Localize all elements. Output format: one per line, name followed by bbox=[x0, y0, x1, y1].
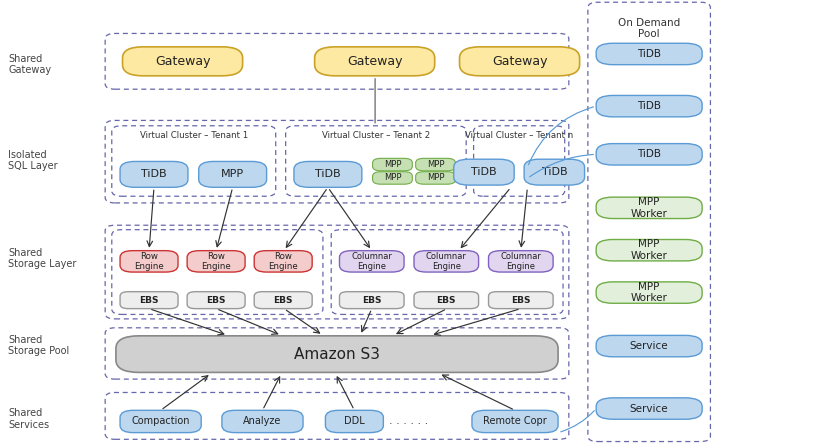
FancyBboxPatch shape bbox=[187, 292, 245, 309]
FancyBboxPatch shape bbox=[415, 158, 455, 171]
Text: Shared
Services: Shared Services bbox=[8, 409, 50, 430]
Text: Row
Engine: Row Engine bbox=[268, 252, 298, 271]
FancyBboxPatch shape bbox=[415, 172, 455, 184]
FancyBboxPatch shape bbox=[595, 240, 701, 261]
FancyBboxPatch shape bbox=[314, 47, 434, 76]
FancyBboxPatch shape bbox=[120, 292, 178, 309]
Text: Gateway: Gateway bbox=[347, 55, 402, 68]
FancyBboxPatch shape bbox=[294, 161, 361, 187]
Text: Columnar
Engine: Columnar Engine bbox=[425, 252, 466, 271]
FancyBboxPatch shape bbox=[254, 292, 312, 309]
Text: MPP: MPP bbox=[383, 173, 401, 182]
Text: MPP
Worker: MPP Worker bbox=[630, 240, 667, 261]
FancyBboxPatch shape bbox=[459, 47, 579, 76]
Text: Row
Engine: Row Engine bbox=[134, 252, 164, 271]
Text: Compaction: Compaction bbox=[131, 417, 189, 426]
FancyBboxPatch shape bbox=[488, 292, 552, 309]
Text: TiDB: TiDB bbox=[141, 169, 166, 179]
FancyBboxPatch shape bbox=[325, 410, 383, 433]
Text: MPP: MPP bbox=[426, 160, 444, 169]
FancyBboxPatch shape bbox=[595, 144, 701, 165]
Text: Remote Copr: Remote Copr bbox=[483, 417, 546, 426]
FancyBboxPatch shape bbox=[122, 47, 242, 76]
Text: –: – bbox=[461, 165, 470, 183]
FancyBboxPatch shape bbox=[488, 251, 552, 272]
FancyBboxPatch shape bbox=[198, 161, 266, 187]
FancyBboxPatch shape bbox=[339, 292, 404, 309]
Text: Gateway: Gateway bbox=[491, 55, 547, 68]
Text: TiDB: TiDB bbox=[637, 149, 660, 159]
Text: Row
Engine: Row Engine bbox=[201, 252, 231, 271]
FancyBboxPatch shape bbox=[372, 158, 412, 171]
Text: Columnar
Engine: Columnar Engine bbox=[500, 252, 541, 271]
Text: Isolated
SQL Layer: Isolated SQL Layer bbox=[8, 150, 58, 171]
Text: EBS: EBS bbox=[273, 296, 293, 305]
Text: Service: Service bbox=[629, 404, 667, 413]
Text: TiDB: TiDB bbox=[637, 49, 660, 59]
Text: TiDB: TiDB bbox=[637, 101, 660, 111]
FancyBboxPatch shape bbox=[595, 398, 701, 419]
Text: Shared
Gateway: Shared Gateway bbox=[8, 54, 51, 75]
Text: Virtual Cluster – Tenant n: Virtual Cluster – Tenant n bbox=[465, 131, 572, 140]
Text: MPP
Worker: MPP Worker bbox=[630, 282, 667, 303]
Text: Shared
Storage Layer: Shared Storage Layer bbox=[8, 248, 77, 269]
Text: Virtual Cluster – Tenant 1: Virtual Cluster – Tenant 1 bbox=[140, 131, 247, 140]
Text: MPP: MPP bbox=[383, 160, 401, 169]
Text: MPP
Worker: MPP Worker bbox=[630, 197, 667, 219]
Text: TiDB: TiDB bbox=[315, 169, 340, 179]
FancyBboxPatch shape bbox=[372, 172, 412, 184]
FancyBboxPatch shape bbox=[120, 161, 188, 187]
Text: On Demand
Pool: On Demand Pool bbox=[617, 18, 680, 39]
Text: EBS: EBS bbox=[139, 296, 159, 305]
FancyBboxPatch shape bbox=[595, 282, 701, 303]
Text: EBS: EBS bbox=[361, 296, 381, 305]
FancyBboxPatch shape bbox=[414, 251, 478, 272]
Text: Shared
Storage Pool: Shared Storage Pool bbox=[8, 335, 69, 356]
FancyBboxPatch shape bbox=[414, 292, 478, 309]
Text: TiDB: TiDB bbox=[471, 167, 496, 177]
FancyBboxPatch shape bbox=[595, 95, 701, 117]
Text: TiDB: TiDB bbox=[541, 167, 566, 177]
Text: MPP: MPP bbox=[221, 169, 244, 179]
FancyBboxPatch shape bbox=[471, 410, 557, 433]
FancyBboxPatch shape bbox=[116, 336, 557, 372]
FancyBboxPatch shape bbox=[523, 159, 584, 185]
FancyBboxPatch shape bbox=[187, 251, 245, 272]
FancyBboxPatch shape bbox=[222, 410, 303, 433]
Text: Amazon S3: Amazon S3 bbox=[294, 347, 380, 362]
FancyBboxPatch shape bbox=[453, 159, 514, 185]
Text: Service: Service bbox=[629, 341, 667, 351]
FancyBboxPatch shape bbox=[120, 410, 201, 433]
Text: EBS: EBS bbox=[436, 296, 456, 305]
FancyBboxPatch shape bbox=[595, 43, 701, 65]
FancyBboxPatch shape bbox=[120, 251, 178, 272]
FancyBboxPatch shape bbox=[595, 197, 701, 219]
Text: EBS: EBS bbox=[510, 296, 530, 305]
Text: . . . . . .: . . . . . . bbox=[389, 416, 428, 426]
FancyBboxPatch shape bbox=[595, 335, 701, 357]
FancyBboxPatch shape bbox=[339, 251, 404, 272]
Text: Analyze: Analyze bbox=[243, 417, 281, 426]
Text: Virtual Cluster – Tenant 2: Virtual Cluster – Tenant 2 bbox=[322, 131, 429, 140]
Text: DDL: DDL bbox=[343, 417, 365, 426]
Text: Gateway: Gateway bbox=[155, 55, 210, 68]
FancyBboxPatch shape bbox=[254, 251, 312, 272]
Text: Columnar
Engine: Columnar Engine bbox=[351, 252, 392, 271]
Text: EBS: EBS bbox=[206, 296, 226, 305]
Text: MPP: MPP bbox=[426, 173, 444, 182]
